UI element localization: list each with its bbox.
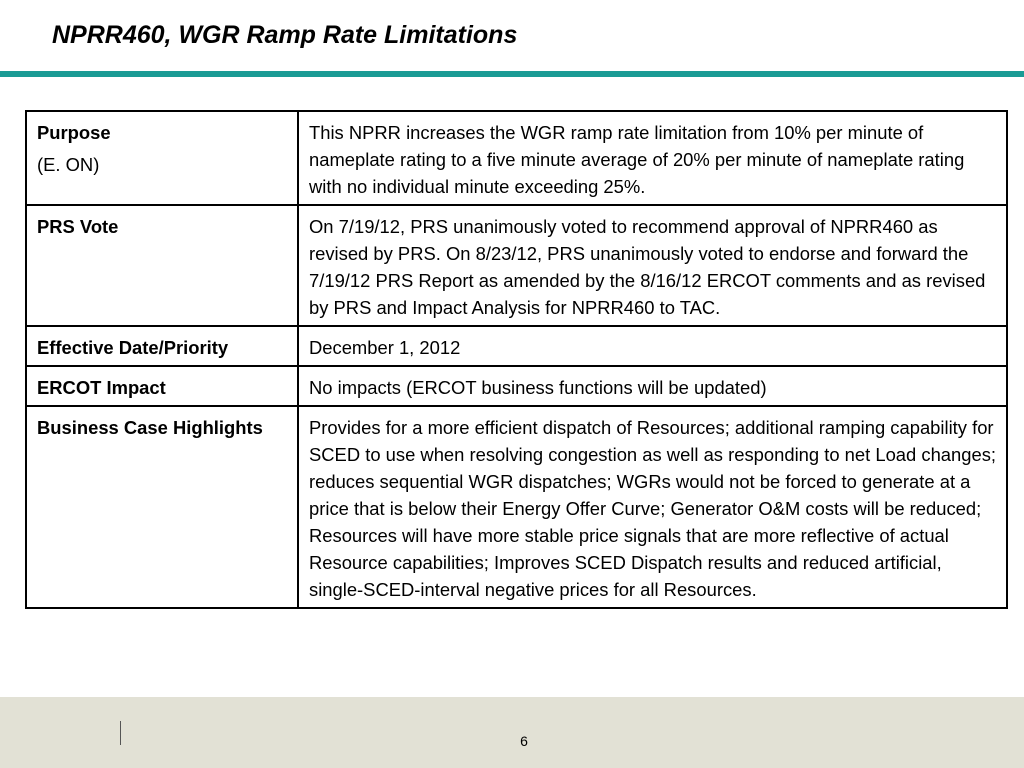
page-number: 6 — [520, 733, 528, 749]
table-row-ercot-impact: ERCOT Impact No impacts (ERCOT business … — [25, 365, 1008, 407]
info-table: Purpose (E. ON) This NPRR increases the … — [25, 110, 1008, 609]
row-label: Effective Date/Priority — [25, 325, 299, 367]
row-value: Provides for a more efficient dispatch o… — [297, 405, 1008, 609]
row-value: December 1, 2012 — [297, 325, 1008, 367]
row-value: On 7/19/12, PRS unanimously voted to rec… — [297, 204, 1008, 327]
row-sublabel: (E. ON) — [37, 154, 100, 175]
row-label: PRS Vote — [25, 204, 299, 327]
slide-title: NPRR460, WGR Ramp Rate Limitations — [52, 21, 518, 49]
row-label: Purpose — [37, 122, 111, 143]
row-value: No impacts (ERCOT business functions wil… — [297, 365, 1008, 407]
row-label: Business Case Highlights — [25, 405, 299, 609]
table-row-effective-date: Effective Date/Priority December 1, 2012 — [25, 325, 1008, 367]
table-row-purpose: Purpose (E. ON) This NPRR increases the … — [25, 110, 1008, 206]
footer-bar: 6 — [0, 697, 1024, 768]
table-row-business-case: Business Case Highlights Provides for a … — [25, 405, 1008, 609]
row-value: This NPRR increases the WGR ramp rate li… — [297, 110, 1008, 206]
footer-divider — [120, 721, 121, 745]
row-label-cell: Purpose (E. ON) — [25, 110, 299, 206]
row-label: ERCOT Impact — [25, 365, 299, 407]
table-row-prs-vote: PRS Vote On 7/19/12, PRS unanimously vot… — [25, 204, 1008, 327]
title-divider — [0, 71, 1024, 77]
